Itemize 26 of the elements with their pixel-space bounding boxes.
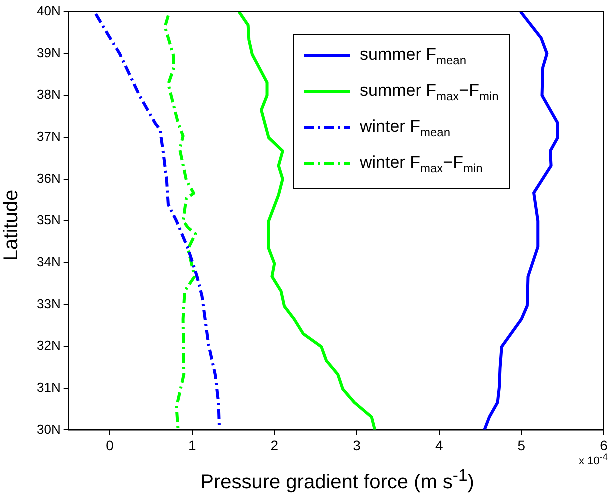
y-tick-label: 31N: [36, 380, 61, 395]
y-tick-label: 30N: [36, 422, 61, 437]
x-tick-label: 0: [106, 437, 114, 454]
x-tick-label: 1: [188, 437, 196, 454]
y-axis-title: Latitude: [0, 188, 24, 264]
y-tick-label: 40N: [36, 4, 61, 19]
y-tick-label: 32N: [36, 338, 61, 354]
y-tick-label: 37N: [36, 129, 61, 144]
y-tick-label: 36N: [36, 170, 61, 186]
y-tick-label: 35N: [36, 212, 61, 228]
y-tick-label: 38N: [36, 87, 61, 102]
y-tick-label: 39N: [36, 45, 61, 60]
y-tick-label: 33N: [36, 296, 61, 312]
text: x 10$^{-4}$: [579, 452, 608, 468]
line-series: [164, 14, 198, 430]
x-tick-label: 4: [435, 437, 444, 454]
x-tick-label: 3: [353, 437, 362, 454]
x-axis-title: Pressure gradient force (m s$^{-1}$): [200, 466, 476, 495]
legend-label: summer F$_{max}$−F$_{min}$: [360, 80, 499, 104]
x-tick-label: 6: [600, 437, 608, 454]
legend-label: winter F$_{mean}$: [360, 116, 450, 140]
y-tick-label: 34N: [36, 254, 61, 270]
x-tick-label: 2: [270, 437, 279, 454]
x-tick-label: 5: [518, 437, 526, 454]
legend-label: winter F$_{max}$−F$_{min}$: [360, 152, 483, 176]
legend-label: summer F$_{mean}$: [360, 44, 467, 68]
